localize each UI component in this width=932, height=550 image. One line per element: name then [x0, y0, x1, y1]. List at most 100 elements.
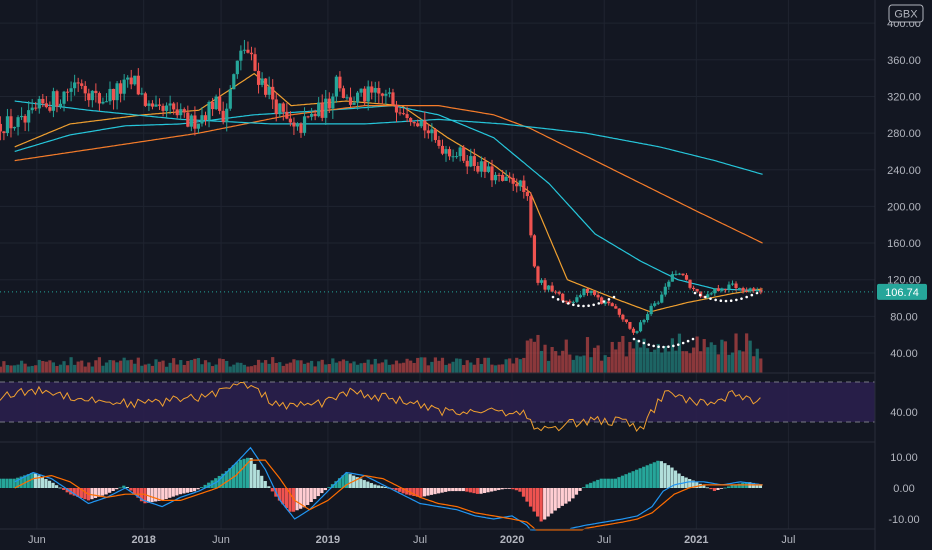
volume-bar — [2, 361, 6, 373]
candle-body — [281, 103, 285, 112]
time-tick-label: Jul — [413, 534, 427, 546]
candle-body — [515, 183, 519, 187]
volume-bar — [30, 365, 34, 373]
candle-body — [433, 129, 437, 141]
candle-body — [691, 287, 696, 289]
volume-bar — [646, 348, 650, 373]
candle-body — [207, 102, 211, 121]
candle-body — [27, 110, 31, 123]
macd-histogram-bar — [458, 488, 462, 492]
candle-body — [638, 322, 643, 332]
volume-bar — [458, 358, 462, 373]
volume-bar — [352, 361, 356, 373]
macd-histogram-bar — [207, 482, 211, 488]
price-tick-label: 40.00 — [890, 348, 918, 360]
volume-bar — [288, 362, 292, 373]
candle-body — [585, 288, 590, 293]
candle-body — [348, 97, 353, 105]
volume-bar — [182, 364, 186, 373]
volume-bar — [37, 359, 41, 373]
macd-histogram-bar — [521, 488, 526, 497]
macd-histogram-bar — [196, 488, 200, 490]
candle-body — [490, 166, 494, 181]
volume-bar — [242, 364, 247, 373]
candle-body — [87, 93, 91, 101]
candle-body — [554, 291, 558, 293]
candle-body — [355, 92, 360, 103]
volume-bar — [713, 344, 717, 373]
macd-histogram-bar — [557, 488, 561, 509]
volume-bar — [720, 339, 724, 373]
volume-bar — [610, 341, 614, 373]
volume-bar — [423, 357, 427, 373]
macd-histogram-bar — [108, 488, 112, 493]
volume-bar — [681, 351, 685, 373]
volume-bar — [317, 361, 321, 373]
macd-histogram-bar — [203, 484, 207, 488]
macd-histogram-bar — [37, 475, 41, 488]
macd-histogram-bar — [550, 488, 554, 514]
macd-histogram-bar — [5, 478, 9, 488]
macd-histogram-bar — [758, 484, 763, 488]
volume-bar — [341, 359, 346, 373]
volume-bar — [582, 355, 586, 373]
macd-histogram-bar — [553, 488, 557, 511]
macd-histogram-bar — [737, 483, 741, 488]
currency-badge[interactable]: GBX — [888, 4, 924, 23]
volume-bar — [51, 362, 56, 373]
volume-bar — [355, 364, 360, 373]
candle-body — [264, 78, 268, 95]
candle-body — [168, 103, 172, 106]
volume-bar — [292, 359, 296, 373]
candle-body — [621, 314, 625, 320]
volume-bar — [48, 360, 52, 373]
current-price-label: 106.74 — [885, 287, 919, 299]
volume-bar — [550, 347, 554, 373]
volume-bar — [225, 360, 229, 373]
macd-histogram-bar — [444, 488, 448, 492]
macd-histogram-bar — [412, 488, 416, 496]
volume-bar — [331, 358, 335, 373]
volume-bar — [656, 343, 660, 373]
price-tick-label: 280.00 — [887, 128, 921, 140]
volume-bar — [734, 333, 738, 373]
macd-histogram-bar — [65, 488, 69, 493]
time-tick-label: Jun — [212, 534, 230, 546]
candle-body — [614, 306, 618, 309]
candle-body — [182, 109, 186, 113]
macd-histogram-bar — [309, 488, 313, 503]
macd-histogram-bar — [90, 488, 94, 500]
candle-body — [239, 50, 243, 61]
volume-bar — [571, 359, 575, 373]
volume-bar — [691, 347, 696, 373]
candle-body — [9, 116, 13, 129]
macd-histogram-bar — [284, 488, 289, 508]
candle-body — [193, 115, 197, 129]
volume-bar — [561, 350, 565, 373]
volume-bar — [55, 366, 59, 373]
macd-histogram-bar — [12, 478, 16, 488]
macd-histogram-bar — [493, 488, 497, 491]
volume-bar — [119, 360, 123, 373]
volume-bar — [554, 351, 558, 373]
candle-body — [90, 90, 94, 101]
macd-histogram-bar — [51, 482, 55, 488]
candle-body — [741, 287, 745, 291]
volume-bar — [278, 362, 282, 373]
macd-histogram-bar — [465, 488, 469, 492]
macd-histogram-bar — [486, 488, 490, 493]
volume-bar — [19, 360, 24, 373]
macd-histogram-bar — [645, 465, 649, 488]
macd-histogram-bar — [589, 482, 593, 488]
volume-bar — [348, 363, 353, 373]
candle-body — [384, 93, 388, 96]
macd-histogram-bar — [624, 474, 628, 488]
candle-body — [596, 294, 600, 298]
candle-body — [338, 76, 342, 89]
macd-histogram-bar — [217, 475, 221, 488]
volume-bar — [104, 362, 109, 373]
volume-bar — [313, 366, 317, 373]
macd-histogram-bar — [617, 477, 621, 488]
volume-bar — [755, 348, 759, 373]
